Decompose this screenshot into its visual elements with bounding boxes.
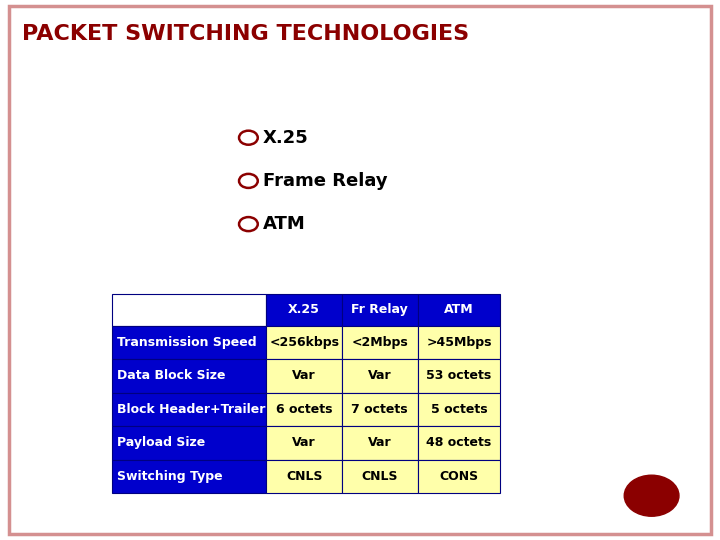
FancyBboxPatch shape (266, 359, 342, 393)
FancyBboxPatch shape (342, 359, 418, 393)
Text: <256kbps: <256kbps (269, 336, 339, 349)
Text: Data Block Size: Data Block Size (117, 369, 225, 382)
FancyBboxPatch shape (266, 294, 342, 326)
Text: CNLS: CNLS (286, 470, 323, 483)
Text: 6 octets: 6 octets (276, 403, 333, 416)
Text: Block Header+Trailer: Block Header+Trailer (117, 403, 265, 416)
FancyBboxPatch shape (112, 426, 266, 460)
FancyBboxPatch shape (418, 326, 500, 359)
Text: CNLS: CNLS (361, 470, 398, 483)
Text: 53 octets: 53 octets (426, 369, 492, 382)
Text: ATM: ATM (444, 303, 474, 316)
FancyBboxPatch shape (342, 294, 418, 326)
FancyBboxPatch shape (418, 426, 500, 460)
Text: Var: Var (292, 436, 316, 449)
FancyBboxPatch shape (266, 426, 342, 460)
FancyBboxPatch shape (418, 359, 500, 393)
Text: Switching Type: Switching Type (117, 470, 222, 483)
Text: Frame Relay: Frame Relay (263, 172, 387, 190)
FancyBboxPatch shape (112, 326, 266, 359)
Circle shape (624, 475, 679, 516)
Text: Var: Var (368, 436, 392, 449)
Text: CONS: CONS (439, 470, 479, 483)
Text: >45Mbps: >45Mbps (426, 336, 492, 349)
Text: PACKET SWITCHING TECHNOLOGIES: PACKET SWITCHING TECHNOLOGIES (22, 24, 469, 44)
Text: 5 octets: 5 octets (431, 403, 487, 416)
FancyBboxPatch shape (266, 460, 342, 493)
FancyBboxPatch shape (342, 426, 418, 460)
Text: <2Mbps: <2Mbps (351, 336, 408, 349)
FancyBboxPatch shape (418, 393, 500, 426)
FancyBboxPatch shape (266, 393, 342, 426)
FancyBboxPatch shape (112, 359, 266, 393)
Text: Var: Var (368, 369, 392, 382)
Text: 48 octets: 48 octets (426, 436, 492, 449)
FancyBboxPatch shape (112, 393, 266, 426)
FancyBboxPatch shape (418, 294, 500, 326)
Text: Fr Relay: Fr Relay (351, 303, 408, 316)
FancyBboxPatch shape (112, 460, 266, 493)
Text: ATM: ATM (263, 215, 305, 233)
Text: Var: Var (292, 369, 316, 382)
Text: X.25: X.25 (263, 129, 309, 147)
FancyBboxPatch shape (342, 326, 418, 359)
Text: 7 octets: 7 octets (351, 403, 408, 416)
FancyBboxPatch shape (342, 393, 418, 426)
FancyBboxPatch shape (418, 460, 500, 493)
Text: Payload Size: Payload Size (117, 436, 205, 449)
Text: X.25: X.25 (288, 303, 320, 316)
Text: Transmission Speed: Transmission Speed (117, 336, 256, 349)
FancyBboxPatch shape (112, 294, 266, 326)
FancyBboxPatch shape (266, 326, 342, 359)
FancyBboxPatch shape (342, 460, 418, 493)
